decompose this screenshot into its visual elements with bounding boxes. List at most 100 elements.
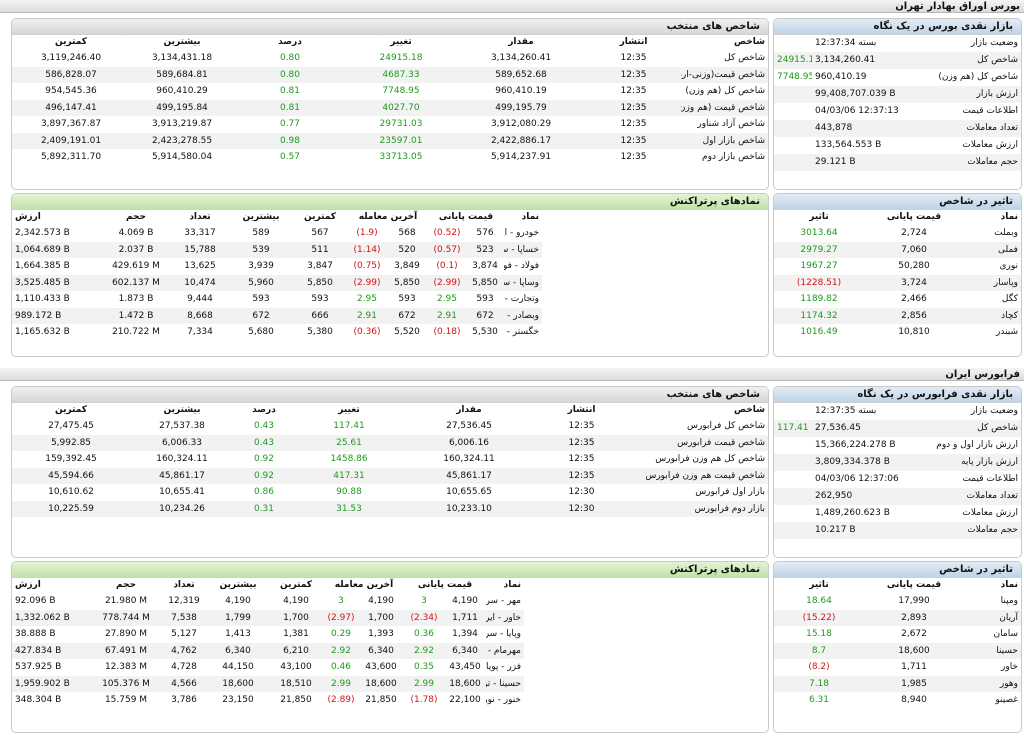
index-pct: 0.92 bbox=[253, 454, 275, 464]
market-row: 04/03/06 12:37:06 اطلاعات قیمت bbox=[774, 471, 1021, 488]
market-value: 443,878 bbox=[812, 120, 907, 137]
symbol-close: 43,450 bbox=[449, 662, 481, 672]
index-low: 10,610.62 bbox=[48, 487, 94, 497]
impact-row: 6.31 8,940 غصینو bbox=[774, 692, 1021, 709]
col-symbol: نماد bbox=[1000, 580, 1018, 590]
index-low: 954,545.36 bbox=[45, 86, 97, 96]
impact-close: 2,893 bbox=[864, 609, 964, 626]
market-value: 3,809,334.378 B bbox=[812, 454, 917, 471]
index-time: 12:35 bbox=[620, 53, 647, 63]
symbol-last: 1,393 bbox=[368, 629, 394, 639]
index-name: بازار دوم فرابورس bbox=[629, 500, 768, 517]
tse-symbols-header: ارزش حجم تعداد بیشترین کمترین آخرین معام… bbox=[12, 210, 768, 225]
symbol-name: مهرمام - مهرمام میهن bbox=[486, 642, 525, 659]
index-row: 10,225.59 10,234.26 0.31 31.53 10,233.10 12:3… bbox=[12, 500, 768, 517]
col-low: کمترین bbox=[303, 212, 337, 222]
index-value: 6,006.16 bbox=[404, 434, 534, 451]
index-change: 117.41 bbox=[333, 421, 365, 431]
symbol-row: 348.304 B 15.759 M 3,786 23,150 21,850 (2.89)… bbox=[12, 692, 768, 709]
market-label: ارزش بازار پایه bbox=[917, 454, 1021, 471]
symbol-value: 348.304 B bbox=[15, 695, 62, 705]
market-label: ارزش معاملات bbox=[962, 508, 1018, 518]
tse-symbols-title: نمادهای پرتراکنش bbox=[12, 194, 768, 210]
col-pct: درصد bbox=[278, 37, 302, 47]
index-row: 496,147.41 499,195.84 0.81 4027.70 499,195.7… bbox=[12, 99, 768, 116]
symbol-high: 4,190 bbox=[225, 596, 251, 606]
symbol-row: 2,342.573 B 4.069 B 33,317 589 567 (1.9) 568 (0… bbox=[12, 225, 768, 242]
index-high: 589,684.81 bbox=[130, 66, 234, 83]
index-name: شاخص قیمت فرابورس bbox=[629, 434, 768, 451]
index-high: 2,423,278.55 bbox=[130, 132, 234, 149]
symbol-close: 672 bbox=[466, 307, 505, 324]
symbol-volume: 602.137 M bbox=[102, 274, 170, 291]
market-label: حجم معاملات bbox=[907, 154, 1021, 171]
symbol-value: 1,064.689 B bbox=[12, 241, 102, 258]
symbol-value: 989.172 B bbox=[12, 307, 102, 324]
symbol-volume: 1.472 B bbox=[102, 307, 170, 324]
index-value: 5,914,237.91 bbox=[490, 152, 552, 162]
index-row: 586,828.07 589,684.81 0.80 4687.33 589,652.6… bbox=[12, 66, 768, 83]
col-time: انتشار bbox=[567, 405, 596, 415]
impact-close: 2,672 bbox=[901, 629, 927, 639]
index-time: 12:30 bbox=[534, 500, 629, 517]
impact-symbol: خاور bbox=[1001, 662, 1018, 672]
market-value: 10.217 B bbox=[812, 522, 917, 539]
symbol-row: 1,664.385 B 429.619 M 13,625 3,939 3,847 (0.7… bbox=[12, 258, 768, 275]
col-value: ارزش bbox=[15, 580, 41, 590]
index-row: 3,119,246.40 3,134,431.18 0.80 24915.18 3,13… bbox=[12, 50, 768, 67]
index-pct: 0.92 bbox=[234, 467, 294, 484]
impact-value: 15.18 bbox=[806, 629, 832, 639]
col-high: بیشترین bbox=[219, 580, 257, 590]
index-pct: 0.81 bbox=[279, 86, 301, 96]
index-name: شاخص کل فرابورس bbox=[687, 421, 765, 431]
symbol-high: 6,340 bbox=[208, 642, 268, 659]
market-value: 15,366,224.278 B bbox=[815, 440, 896, 450]
symbol-close-change: 2.99 bbox=[404, 675, 444, 692]
symbol-volume: 429.619 M bbox=[112, 261, 160, 271]
index-pct: 0.80 bbox=[279, 53, 301, 63]
ifb-section-title: فرابورس ایران bbox=[0, 368, 1024, 381]
impact-row: 1174.32 2,856 کچاد bbox=[774, 307, 1021, 324]
ifb-impact-title: تاثیر در شاخص bbox=[774, 562, 1021, 578]
market-change bbox=[774, 437, 812, 454]
market-row: 04/03/06 12:37:13 اطلاعات قیمت bbox=[774, 103, 1021, 120]
index-high: 960,410.29 bbox=[156, 86, 208, 96]
impact-value: 1016.49 bbox=[800, 327, 838, 337]
symbol-low: 5,850 bbox=[292, 274, 348, 291]
market-change bbox=[774, 120, 812, 137]
symbol-row: 537.925 B 12.383 M 4,728 44,150 43,100 0.46 43… bbox=[12, 659, 768, 676]
symbol-high: 5,960 bbox=[230, 274, 292, 291]
index-change: 4687.33 bbox=[346, 66, 456, 83]
symbol-close-change: (2.99) bbox=[428, 274, 466, 291]
symbol-count: 12,319 bbox=[168, 596, 200, 606]
index-name: شاخص کل bbox=[724, 53, 765, 63]
index-pct: 0.86 bbox=[253, 487, 275, 497]
symbol-value: 38.888 B bbox=[15, 629, 56, 639]
market-label: اطلاعات قیمت bbox=[962, 106, 1018, 116]
market-row: 443,878 تعداد معاملات bbox=[774, 120, 1021, 137]
symbol-last: 21,850 bbox=[365, 695, 397, 705]
index-pct: 0.81 bbox=[234, 99, 346, 116]
symbol-name: خودرو - ایران خودرو bbox=[504, 228, 540, 238]
tse-market-table: بسته 12:37:34 وضعیت بازار 24915.183,134,26… bbox=[774, 35, 1021, 171]
impact-value: 2979.27 bbox=[774, 241, 864, 258]
symbol-low: 4,190 bbox=[283, 596, 309, 606]
index-high: 10,234.26 bbox=[130, 500, 234, 517]
market-value: 960,410.19 bbox=[815, 72, 867, 82]
index-time: 12:35 bbox=[586, 132, 681, 149]
index-low: 45,594.66 bbox=[12, 467, 130, 484]
index-high: 27,537.38 bbox=[159, 421, 205, 431]
index-row: 27,475.45 27,537.38 0.43 117.41 27,536.45 12:… bbox=[12, 418, 768, 435]
impact-close: 2,724 bbox=[901, 228, 927, 238]
impact-symbol: سامان bbox=[993, 629, 1018, 639]
symbol-close: 523 bbox=[466, 241, 505, 258]
symbol-value: 537.925 B bbox=[15, 662, 62, 672]
market-value: 04/03/06 12:37:13 bbox=[815, 106, 899, 116]
symbol-high: 18,600 bbox=[208, 675, 268, 692]
symbol-volume: 105.376 M bbox=[92, 675, 160, 692]
impact-symbol: غصینو bbox=[995, 695, 1018, 705]
symbol-last-change: 0.29 bbox=[330, 629, 352, 639]
market-row: 15,366,224.278 B ارزش بازار اول و دوم bbox=[774, 437, 1021, 454]
col-impact: تاثیر bbox=[809, 212, 829, 222]
